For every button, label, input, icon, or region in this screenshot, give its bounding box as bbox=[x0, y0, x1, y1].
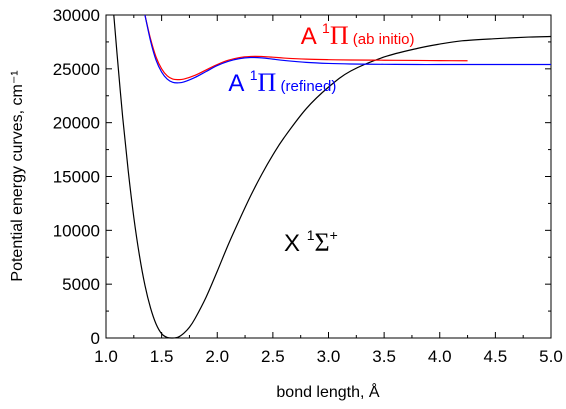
y-tick-label: 5000 bbox=[62, 275, 100, 294]
y-tick-label: 0 bbox=[91, 329, 100, 348]
series-line-0-x bbox=[113, 14, 552, 339]
annotation-1: A 1Π (refined) bbox=[228, 67, 336, 97]
y-tick-label: 30000 bbox=[53, 6, 100, 25]
series-lines bbox=[113, 14, 552, 339]
y-tick-label: 15000 bbox=[53, 168, 100, 187]
x-tick-label: 2.0 bbox=[205, 347, 229, 366]
x-tick-label: 1.5 bbox=[150, 347, 174, 366]
annotation-2: X 1Σ+ bbox=[284, 227, 338, 257]
annotation-0: A 1Π (ab initio) bbox=[301, 20, 415, 50]
y-tick-label: 10000 bbox=[53, 221, 100, 240]
y-tick-label: 25000 bbox=[53, 60, 100, 79]
x-tick-label: 3.0 bbox=[317, 347, 341, 366]
x-axis-title: bond length, Å bbox=[276, 382, 380, 401]
x-tick-label: 1.0 bbox=[94, 347, 118, 366]
tick-labels: 1.0 1.5 2.0 2.5 3.0 3.5 4.0 4.5 5.0 0 5000 10000 150… bbox=[53, 6, 563, 366]
curve-annotations: A 1Π (ab initio) A 1Π (refined) X 1Σ+ bbox=[228, 20, 414, 257]
x-tick-label: 4.0 bbox=[428, 347, 452, 366]
y-tick-label: 20000 bbox=[53, 114, 100, 133]
x-tick-label: 5.0 bbox=[539, 347, 563, 366]
series-line-2-a-refined bbox=[144, 14, 551, 84]
axis-ticks bbox=[105, 14, 552, 339]
series-line-1-a-ab-initio bbox=[144, 14, 468, 81]
x-tick-label: 4.5 bbox=[484, 347, 508, 366]
y-axis-title: Potential energy curves, cm⁻¹ bbox=[9, 70, 26, 281]
x-tick-label: 3.5 bbox=[372, 347, 396, 366]
x-tick-label: 2.5 bbox=[261, 347, 285, 366]
